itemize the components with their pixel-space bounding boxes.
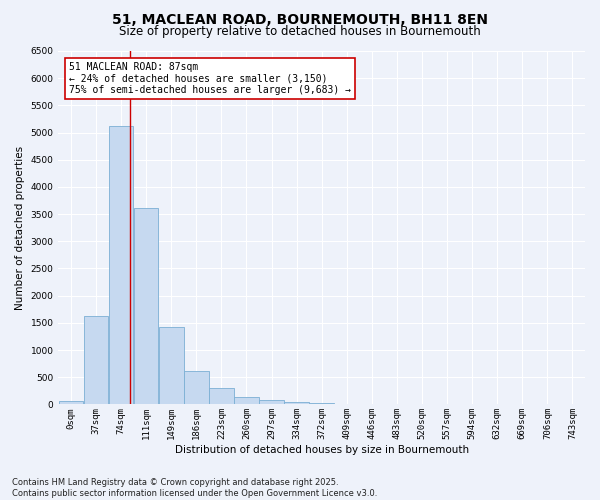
Title: 51, MACLEAN ROAD, BOURNEMOUTH, BH11 8EN
Size of property relative to detached ho: 51, MACLEAN ROAD, BOURNEMOUTH, BH11 8EN … [0, 499, 1, 500]
Bar [234, 397, 259, 404]
Bar [84, 316, 109, 404]
Bar [184, 370, 209, 404]
Text: 51 MACLEAN ROAD: 87sqm
← 24% of detached houses are smaller (3,150)
75% of semi-: 51 MACLEAN ROAD: 87sqm ← 24% of detached… [69, 62, 351, 95]
Y-axis label: Number of detached properties: Number of detached properties [15, 146, 25, 310]
Bar [159, 327, 184, 404]
Bar [284, 402, 309, 404]
Text: Contains HM Land Registry data © Crown copyright and database right 2025.
Contai: Contains HM Land Registry data © Crown c… [12, 478, 377, 498]
Bar [59, 400, 83, 404]
Bar [209, 388, 233, 404]
X-axis label: Distribution of detached houses by size in Bournemouth: Distribution of detached houses by size … [175, 445, 469, 455]
Text: 51, MACLEAN ROAD, BOURNEMOUTH, BH11 8EN: 51, MACLEAN ROAD, BOURNEMOUTH, BH11 8EN [112, 12, 488, 26]
Bar [259, 400, 284, 404]
Bar [134, 208, 158, 404]
Bar [109, 126, 133, 404]
Text: Size of property relative to detached houses in Bournemouth: Size of property relative to detached ho… [119, 25, 481, 38]
